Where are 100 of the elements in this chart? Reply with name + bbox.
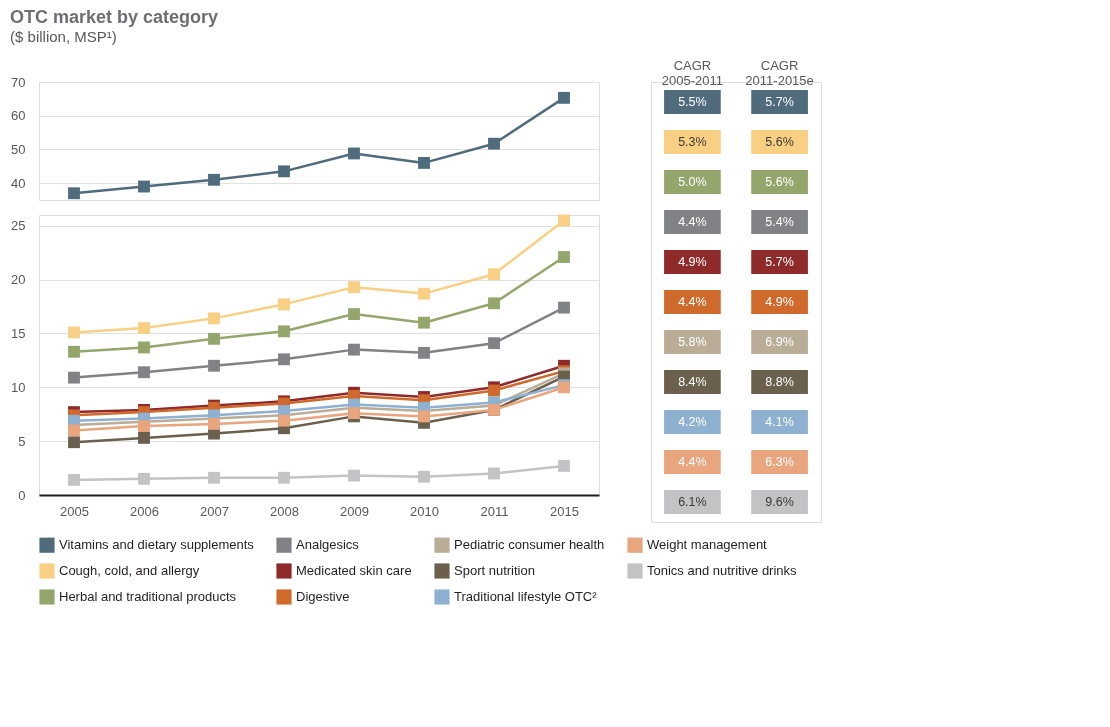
- point: [138, 472, 150, 485]
- point: [558, 214, 570, 227]
- x-tick-label: 2015: [550, 503, 579, 519]
- point: [208, 312, 220, 325]
- chart-title: OTC market by category: [10, 6, 219, 27]
- point: [488, 297, 500, 310]
- x-tick-label: 2009: [340, 503, 369, 519]
- point: [488, 268, 500, 281]
- point: [138, 432, 150, 444]
- text: 5.7%: [765, 95, 794, 109]
- point: [278, 414, 290, 427]
- point: [348, 308, 360, 320]
- text: 9.6%: [765, 495, 794, 509]
- text: 4.4%: [678, 215, 707, 229]
- point: [138, 341, 150, 354]
- y-tick-label: 70: [11, 74, 26, 90]
- text: 4.4%: [678, 295, 707, 309]
- text: 5.3%: [678, 135, 707, 149]
- point: [208, 173, 220, 186]
- legend-label: Weight management: [647, 537, 768, 553]
- point: [418, 157, 430, 169]
- text: 5.6%: [765, 135, 794, 149]
- legend-label: Analgesics: [296, 537, 360, 553]
- point: [68, 436, 80, 449]
- x-tick-label: 2008: [270, 503, 299, 519]
- text: 5.6%: [765, 175, 794, 189]
- x-tick-label: 2005: [60, 503, 89, 519]
- point: [68, 345, 80, 358]
- point: [68, 187, 80, 200]
- category-label: CAGR 2011-2015e: [745, 57, 814, 88]
- point: [558, 460, 570, 472]
- legend-label: Digestive: [296, 589, 350, 604]
- legend-label: Herbal and traditional products: [59, 589, 237, 604]
- point: [278, 325, 290, 338]
- point: [418, 346, 430, 359]
- point: [138, 322, 150, 334]
- point: [558, 301, 570, 314]
- chart-subtitle: ($ billion, MSP¹): [10, 27, 117, 45]
- point: [348, 343, 360, 356]
- text: 4.4%: [678, 455, 707, 469]
- text: 5.0%: [678, 175, 707, 189]
- point: [558, 251, 570, 263]
- point: [278, 165, 290, 178]
- point: [488, 467, 500, 480]
- text: 4.9%: [765, 295, 794, 309]
- text: 5.5%: [678, 95, 707, 109]
- legend-label: Vitamins and dietary supplements: [59, 537, 255, 553]
- legend-label: Sport nutrition: [454, 563, 535, 578]
- point: [68, 371, 80, 384]
- y-tick-label: 40: [11, 175, 26, 191]
- point: [558, 91, 570, 104]
- point: [138, 420, 150, 432]
- point: [488, 337, 500, 350]
- point: [418, 287, 430, 300]
- category-label: CAGR 2005-2011: [661, 57, 724, 88]
- y-tick-label: 0: [18, 487, 26, 503]
- text: 8.8%: [765, 375, 794, 389]
- y-tick-label: 5: [18, 433, 26, 449]
- x-tick-label: 2011: [480, 503, 509, 519]
- text: 4.2%: [678, 415, 707, 429]
- point: [208, 471, 220, 484]
- y-tick-label: 15: [11, 325, 26, 341]
- point: [418, 316, 430, 329]
- x-tick-label: 2010: [410, 503, 439, 519]
- y-tick-label: 10: [11, 379, 26, 395]
- point: [208, 359, 220, 372]
- text: 5.8%: [678, 335, 707, 349]
- point: [418, 410, 430, 423]
- y-tick-label: 50: [11, 141, 26, 157]
- point: [488, 137, 500, 150]
- text: 6.1%: [678, 495, 707, 509]
- x-tick-label: 2007: [200, 503, 229, 519]
- legend-label: Medicated skin care: [296, 563, 412, 578]
- text: 6.9%: [765, 335, 794, 349]
- legend-label: Cough, cold, and allergy: [59, 563, 200, 578]
- point: [348, 147, 360, 160]
- y-tick-label: 20: [11, 272, 26, 288]
- text: 5.7%: [765, 255, 794, 269]
- point: [68, 326, 80, 339]
- text: 5.4%: [765, 215, 794, 229]
- point: [348, 469, 360, 482]
- text: 4.1%: [765, 415, 794, 429]
- y-tick-label: 60: [11, 108, 26, 124]
- legend-label: Pediatric consumer health: [454, 537, 605, 553]
- text: 8.4%: [678, 375, 707, 389]
- x-tick-label: 2006: [130, 503, 159, 519]
- point: [68, 424, 80, 437]
- point: [68, 474, 80, 486]
- point: [278, 298, 290, 311]
- point: [208, 332, 220, 345]
- y-tick-label: 25: [11, 218, 26, 234]
- point: [418, 470, 430, 483]
- point: [348, 281, 360, 294]
- text: 6.3%: [765, 455, 794, 469]
- legend-label: Traditional lifestyle OTC²: [454, 589, 598, 604]
- text: 4.9%: [678, 255, 707, 269]
- point: [278, 353, 290, 366]
- legend-label: Tonics and nutritive drinks: [647, 563, 798, 578]
- point: [138, 180, 150, 193]
- point: [208, 418, 220, 430]
